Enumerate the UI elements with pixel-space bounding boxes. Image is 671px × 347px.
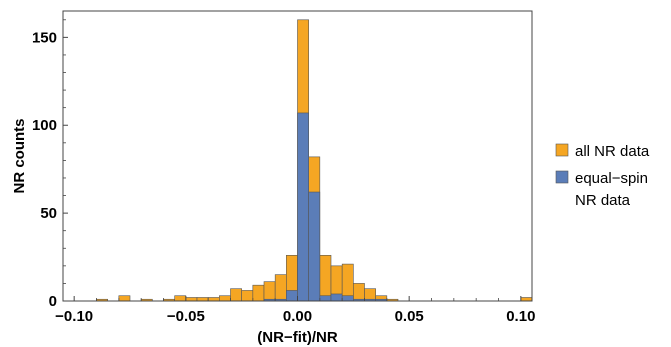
x-axis-label: (NR−fit)/NR bbox=[257, 329, 338, 346]
y-tick-label: 0 bbox=[49, 293, 57, 310]
equal-spin-bar-7 bbox=[341, 295, 354, 302]
all-nr-bar-24 bbox=[520, 297, 533, 302]
all-nr-bar-7 bbox=[207, 297, 220, 302]
x-tick-label: 0.05 bbox=[395, 308, 424, 325]
all-nr-bar-11 bbox=[252, 284, 265, 302]
legend-label: equal−spin bbox=[575, 170, 648, 187]
all-nr-bar-12 bbox=[263, 281, 276, 302]
equal-spin-bar-6 bbox=[330, 293, 343, 302]
all-nr-bar-10 bbox=[241, 290, 254, 302]
x-tick-label: −0.10 bbox=[55, 308, 93, 325]
all-nr-bar-20 bbox=[353, 283, 365, 302]
all-nr-bar-6 bbox=[196, 297, 209, 302]
equal-spin-bar-2 bbox=[286, 290, 298, 302]
equal-spin-bar-3 bbox=[297, 112, 309, 302]
legend-label: NR data bbox=[575, 192, 631, 209]
legend: all NR data equal−spin NR data bbox=[555, 143, 650, 209]
x-tick-label: 0.10 bbox=[506, 308, 535, 325]
y-tick-label: 100 bbox=[32, 117, 57, 134]
legend-swatch bbox=[555, 143, 569, 157]
legend-swatch bbox=[555, 170, 569, 184]
all-nr-bar-13 bbox=[274, 274, 287, 302]
y-axis-ticks: 0 50 100 150 bbox=[32, 19, 68, 310]
all-nr-bar-8 bbox=[219, 295, 231, 302]
equal-spin-bar-4 bbox=[308, 191, 321, 302]
all-nr-bar-1 bbox=[118, 295, 131, 302]
all-nr-bar-4 bbox=[174, 295, 187, 302]
all-nr-bar-9 bbox=[230, 288, 242, 302]
y-tick-label: 50 bbox=[40, 205, 57, 222]
y-axis-label: NR counts bbox=[11, 119, 28, 194]
all-nr-bar-5 bbox=[185, 297, 198, 302]
all-nr-bar-17 bbox=[319, 255, 332, 302]
x-tick-label: −0.05 bbox=[167, 308, 205, 325]
x-tick-label: 0.00 bbox=[283, 308, 312, 325]
legend-label: all NR data bbox=[575, 143, 650, 160]
equal-spin-bar-5 bbox=[319, 295, 332, 302]
y-tick-label: 150 bbox=[32, 29, 57, 46]
x-axis-ticks: −0.10 −0.05 0.00 0.05 0.10 bbox=[55, 296, 535, 325]
